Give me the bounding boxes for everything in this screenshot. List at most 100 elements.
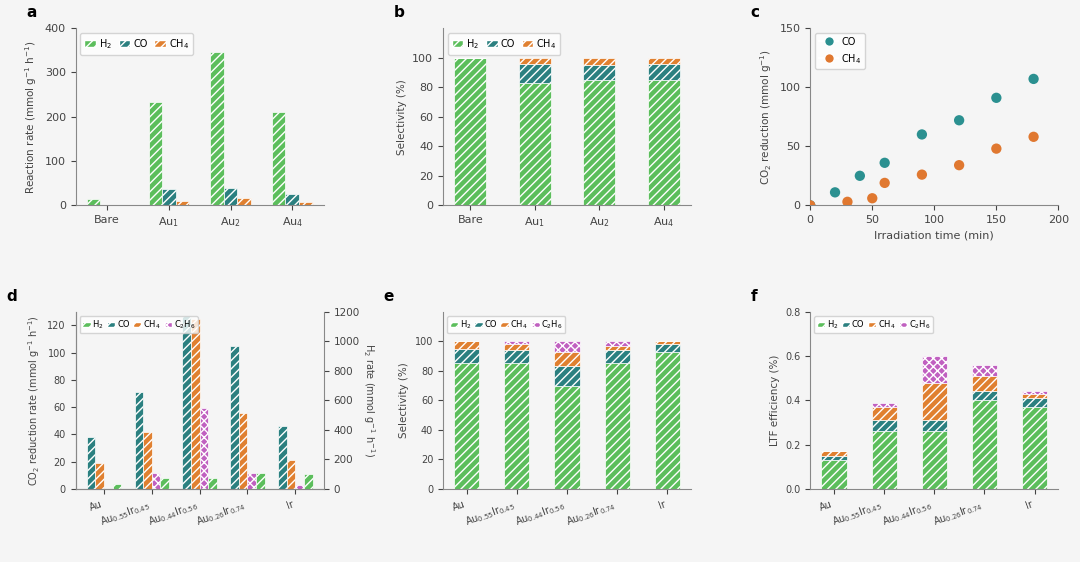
Bar	[162, 189, 176, 205]
Bar	[200, 409, 208, 489]
Bar	[455, 348, 480, 364]
Bar	[583, 58, 616, 65]
Bar	[86, 199, 100, 205]
Bar	[822, 456, 847, 460]
Point	[1025, 74, 1042, 83]
Bar	[872, 420, 896, 432]
Bar	[504, 341, 529, 344]
Point	[864, 194, 881, 203]
Bar	[605, 364, 630, 489]
Point	[801, 201, 819, 210]
Text: b: b	[393, 6, 404, 20]
Point	[876, 158, 893, 167]
Bar	[455, 364, 480, 489]
Bar	[518, 64, 551, 83]
Bar	[455, 341, 480, 348]
Bar	[654, 341, 679, 344]
Y-axis label: H$_2$ rate (mmol g$^{-1}$ h$^{-1}$): H$_2$ rate (mmol g$^{-1}$ h$^{-1}$)	[361, 343, 377, 457]
Point	[988, 144, 1005, 153]
Y-axis label: Selectivity (%): Selectivity (%)	[400, 362, 409, 438]
Y-axis label: CO$_2$ reduction rate (mmol g$^{-1}$ h$^{-1}$): CO$_2$ reduction rate (mmol g$^{-1}$ h$^…	[26, 315, 42, 486]
Bar	[972, 365, 997, 376]
Bar	[176, 201, 189, 205]
Bar	[554, 341, 580, 352]
Bar	[648, 80, 679, 205]
Bar	[247, 473, 256, 489]
Bar	[921, 432, 947, 489]
Bar	[872, 407, 896, 420]
Bar	[239, 413, 247, 489]
Bar	[583, 80, 616, 205]
Bar	[230, 346, 239, 489]
Bar	[224, 188, 238, 205]
Bar	[183, 316, 191, 489]
Text: f: f	[751, 289, 757, 304]
Bar	[518, 58, 551, 64]
Point	[876, 178, 893, 187]
Bar	[921, 420, 947, 432]
Legend: H$_2$, CO, CH$_4$, C$_2$H$_6$: H$_2$, CO, CH$_4$, C$_2$H$_6$	[447, 316, 566, 333]
Bar	[278, 426, 286, 489]
Text: a: a	[26, 6, 37, 20]
Bar	[518, 83, 551, 205]
Bar	[972, 376, 997, 392]
Bar	[95, 463, 104, 489]
Bar	[299, 202, 312, 205]
Point	[851, 171, 868, 180]
Bar	[1022, 393, 1048, 398]
Bar	[504, 350, 529, 364]
Bar	[1022, 392, 1048, 393]
Bar	[455, 58, 486, 205]
Bar	[921, 383, 947, 420]
Bar	[191, 319, 200, 489]
X-axis label: Irradiation time (min): Irradiation time (min)	[875, 230, 995, 241]
Y-axis label: LTF efficiency (%): LTF efficiency (%)	[770, 355, 780, 446]
Bar	[583, 65, 616, 80]
Legend: H$_2$, CO, CH$_4$: H$_2$, CO, CH$_4$	[81, 33, 193, 55]
Bar	[872, 432, 896, 489]
Bar	[504, 344, 529, 350]
Bar	[822, 451, 847, 456]
Point	[839, 197, 856, 206]
Legend: H$_2$, CO, CH$_4$, C$_2$H$_6$: H$_2$, CO, CH$_4$, C$_2$H$_6$	[814, 316, 933, 333]
Bar	[208, 478, 217, 489]
Bar	[152, 473, 161, 489]
Bar	[822, 460, 847, 489]
Text: e: e	[383, 289, 394, 304]
Legend: CO, CH$_4$: CO, CH$_4$	[815, 33, 865, 69]
Point	[914, 130, 931, 139]
Text: d: d	[6, 289, 17, 304]
Bar	[286, 460, 295, 489]
Bar	[295, 485, 303, 489]
Point	[801, 201, 819, 210]
Bar	[504, 364, 529, 489]
Bar	[149, 102, 162, 205]
Bar	[86, 437, 95, 489]
Y-axis label: Reaction rate (mmol g$^{-1}$ h$^{-1}$): Reaction rate (mmol g$^{-1}$ h$^{-1}$)	[24, 40, 39, 194]
Y-axis label: Selectivity (%): Selectivity (%)	[396, 79, 407, 155]
Bar	[872, 402, 896, 407]
Bar	[605, 341, 630, 346]
Bar	[605, 346, 630, 350]
Bar	[112, 484, 121, 489]
Point	[1025, 132, 1042, 141]
Bar	[256, 473, 265, 489]
Bar	[1022, 407, 1048, 489]
Bar	[972, 392, 997, 400]
Bar	[144, 432, 152, 489]
Point	[914, 170, 931, 179]
Bar	[654, 352, 679, 489]
Y-axis label: CO$_2$ reduction (mmol g$^{-1}$): CO$_2$ reduction (mmol g$^{-1}$)	[758, 49, 774, 185]
Bar	[285, 194, 299, 205]
Bar	[1022, 398, 1048, 407]
Bar	[972, 400, 997, 489]
Bar	[272, 112, 285, 205]
Bar	[161, 478, 170, 489]
Bar	[135, 392, 144, 489]
Point	[826, 188, 843, 197]
Bar	[554, 366, 580, 386]
Bar	[238, 198, 251, 205]
Point	[988, 93, 1005, 102]
Text: c: c	[751, 6, 759, 20]
Legend: H$_2$, CO, CH$_4$: H$_2$, CO, CH$_4$	[448, 33, 561, 55]
